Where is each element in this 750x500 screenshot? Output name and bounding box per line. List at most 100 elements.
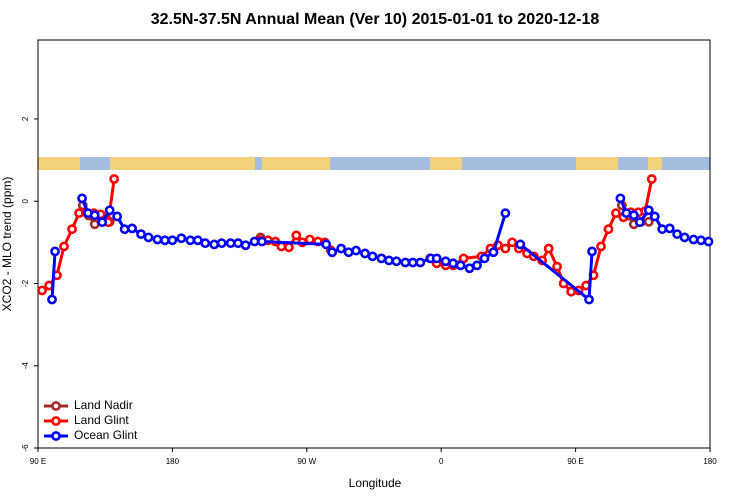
point xyxy=(257,236,267,247)
land-patch xyxy=(576,157,618,170)
point xyxy=(407,257,418,268)
point xyxy=(119,224,130,235)
point xyxy=(77,193,87,204)
point xyxy=(621,208,632,219)
point xyxy=(336,243,347,254)
point xyxy=(415,257,426,268)
y-tick-label: -2 xyxy=(21,279,30,287)
point xyxy=(351,245,361,256)
point xyxy=(500,243,511,254)
point xyxy=(634,217,645,228)
point xyxy=(367,251,378,262)
land-patch xyxy=(262,157,330,170)
point xyxy=(696,235,706,246)
point xyxy=(50,246,60,257)
point xyxy=(59,241,69,252)
point xyxy=(291,230,302,241)
point xyxy=(225,238,236,249)
point xyxy=(47,294,57,305)
point xyxy=(391,256,402,267)
legend-label: Ocean Glint xyxy=(74,428,138,442)
y-tick-label: 2 xyxy=(21,116,30,121)
point xyxy=(192,235,203,246)
land-patch xyxy=(110,157,255,170)
point xyxy=(649,211,660,222)
point xyxy=(543,243,554,254)
point xyxy=(216,238,227,249)
point xyxy=(89,210,100,221)
legend-label: Land Nadir xyxy=(74,398,133,412)
point xyxy=(552,261,562,272)
point xyxy=(679,232,690,243)
point xyxy=(127,223,137,234)
point xyxy=(657,224,668,235)
map-strip xyxy=(38,157,710,170)
land-patch xyxy=(430,157,462,170)
series xyxy=(77,200,654,243)
y-axis-label: XCO2 - MLO trend (ppm) xyxy=(0,177,14,312)
point xyxy=(67,224,77,235)
point xyxy=(584,294,594,305)
point xyxy=(233,238,244,249)
point xyxy=(611,208,621,219)
point xyxy=(566,286,577,297)
point xyxy=(240,240,251,251)
x-tick-label: 90 E xyxy=(567,457,583,466)
point xyxy=(112,211,123,222)
point xyxy=(472,260,482,271)
y-tick-label: -4 xyxy=(21,362,30,370)
legend-marker xyxy=(51,401,61,411)
series-line xyxy=(81,204,649,226)
point xyxy=(360,248,370,259)
point xyxy=(327,247,338,258)
point xyxy=(703,236,714,247)
point xyxy=(688,234,699,245)
land-patch xyxy=(38,157,80,170)
point xyxy=(37,285,47,296)
point xyxy=(615,193,626,204)
point xyxy=(643,216,654,227)
point xyxy=(321,239,332,250)
point xyxy=(89,219,100,230)
point xyxy=(97,217,108,228)
point xyxy=(152,234,163,245)
x-tick-label: 90 E xyxy=(30,457,46,466)
point xyxy=(400,257,411,268)
point xyxy=(507,237,518,248)
point xyxy=(283,242,294,253)
point xyxy=(646,174,657,184)
point xyxy=(167,235,178,246)
point xyxy=(587,246,597,257)
x-axis-label: Longitude xyxy=(349,476,402,490)
chart-title: 32.5N-37.5N Annual Mean (Ver 10) 2015-01… xyxy=(151,11,600,28)
point xyxy=(143,232,154,243)
point xyxy=(136,229,146,240)
plot-frame xyxy=(37,39,711,449)
series xyxy=(47,193,714,305)
point xyxy=(176,233,187,244)
point xyxy=(440,256,451,267)
series-line xyxy=(50,197,709,302)
legend-marker xyxy=(51,431,61,441)
point xyxy=(596,241,606,252)
point xyxy=(249,236,260,247)
point xyxy=(500,208,511,219)
land-patch xyxy=(648,157,662,170)
x-tick-label: 180 xyxy=(166,457,180,466)
point xyxy=(488,247,499,258)
point xyxy=(376,253,387,264)
point xyxy=(209,239,220,250)
point xyxy=(185,235,196,246)
point xyxy=(515,239,526,250)
point xyxy=(431,253,442,264)
x-tick-label: 90 W xyxy=(297,457,316,466)
y-tick-label: 0 xyxy=(21,198,30,203)
legend-marker xyxy=(51,416,61,426)
point xyxy=(304,234,315,245)
point xyxy=(455,260,466,271)
point xyxy=(643,205,654,216)
y-tick-label: -6 xyxy=(21,444,30,452)
point xyxy=(664,223,675,234)
